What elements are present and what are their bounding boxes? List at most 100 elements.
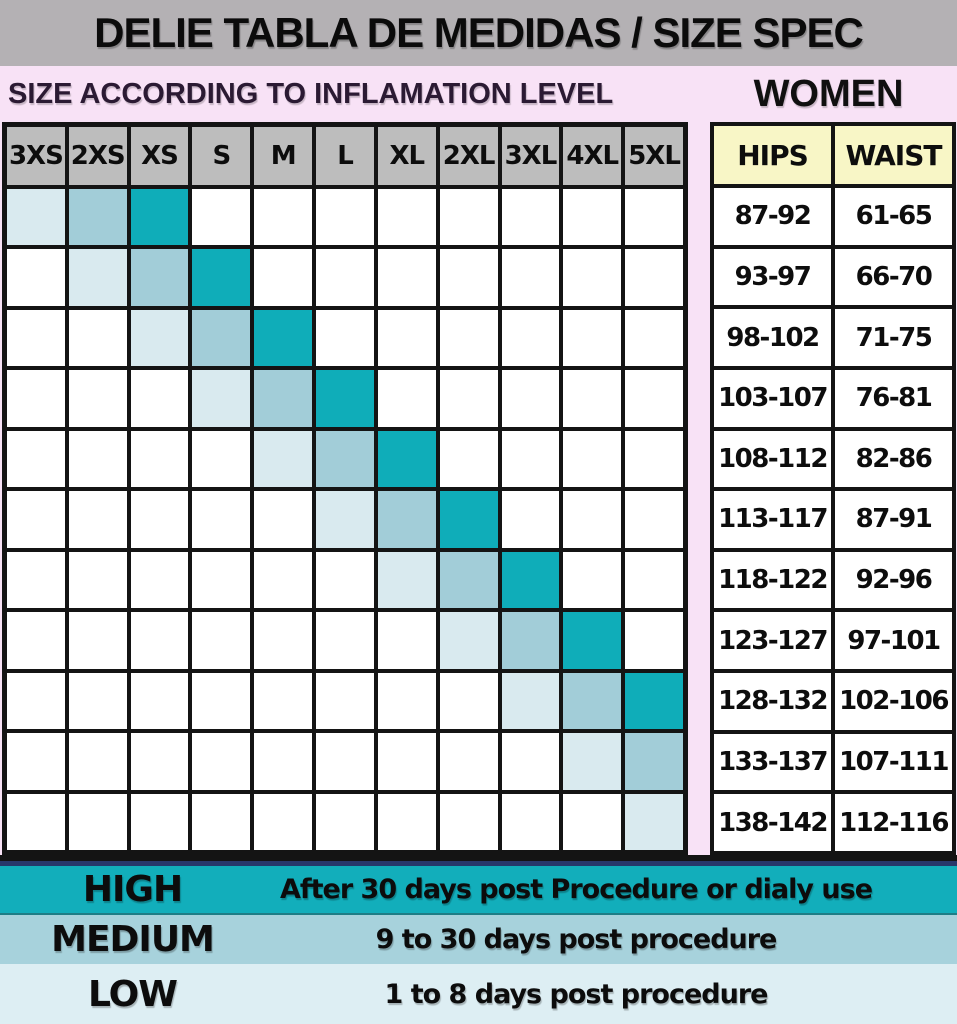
grid-cell (377, 370, 436, 427)
grid-cell (130, 309, 189, 367)
inflammation-subtitle: SIZE ACCORDING TO INFLAMATION LEVEL (8, 77, 614, 110)
grid-cell (563, 249, 622, 306)
grid-cell (563, 370, 622, 427)
hips-value: 128-132 (714, 673, 831, 730)
grid-cell (377, 551, 436, 609)
grid-cell (68, 491, 127, 548)
grid-cell (439, 551, 498, 609)
grid-cell (68, 309, 127, 367)
grid-cell (377, 309, 436, 367)
hips-value: 113-117 (714, 491, 831, 548)
grid-cell (254, 309, 313, 367)
grid-cell (625, 309, 683, 367)
subtitle-band: SIZE ACCORDING TO INFLAMATION LEVEL WOME… (0, 66, 957, 122)
legend-row-high: HIGH After 30 days post Procedure or dia… (0, 866, 957, 913)
grid-cell (563, 430, 622, 488)
grid-cell (377, 430, 436, 488)
grid-cell (192, 672, 251, 730)
waist-value: 61-65 (835, 188, 952, 245)
grid-cell (316, 309, 374, 367)
grid-cell (192, 430, 251, 488)
hips-value: 138-142 (714, 794, 831, 851)
grid-cell (316, 370, 374, 427)
grid-cell (316, 430, 374, 488)
waist-value: 107-111 (835, 733, 952, 791)
grid-cell (192, 491, 251, 548)
grid-cell (68, 672, 127, 730)
grid-cell (68, 249, 127, 306)
grid-cell (501, 672, 560, 730)
waist-value: 66-70 (835, 248, 952, 306)
legend-desc-medium: 9 to 30 days post procedure (375, 924, 778, 955)
title-band: DELIE TABLA DE MEDIDAS / SIZE SPEC (0, 0, 957, 66)
grid-cell (316, 793, 374, 850)
grid-cell (68, 612, 127, 669)
legend-label-high: HIGH (82, 869, 183, 910)
grid-cell (130, 612, 189, 669)
grid-cell (501, 249, 560, 306)
hips-value: 98-102 (714, 309, 831, 366)
size-level-grid: 3XS 2XS XS S M L XL 2XL 3XL 4XL 5XL (2, 122, 688, 855)
grid-cell (316, 189, 374, 246)
grid-cell (377, 793, 436, 850)
grid-cell (625, 189, 683, 246)
grid-cell (68, 430, 127, 488)
waist-column-header: WAIST (835, 126, 952, 184)
size-column-header-m: M (254, 127, 313, 185)
grid-cell (377, 612, 436, 669)
hips-value: 108-112 (714, 430, 831, 488)
legend-desc-low: 1 to 8 days post procedure (384, 978, 769, 1010)
grid-cell (501, 491, 560, 548)
grid-cell (254, 672, 313, 730)
grid-cell (130, 370, 189, 427)
grid-cell (68, 793, 127, 850)
grid-cell (501, 309, 560, 367)
grid-cell (130, 733, 189, 790)
size-column-header-l: L (316, 127, 374, 185)
grid-cell (501, 430, 560, 488)
grid-cell (192, 189, 251, 246)
size-column-header-3xs: 3XS (7, 127, 65, 185)
grid-cell (439, 249, 498, 306)
grid-cell (501, 370, 560, 427)
measurements-table: HIPS WAIST 87-92 61-65 93-97 66-70 98-102 71-75… (710, 122, 956, 855)
grid-cell (563, 551, 622, 609)
grid-cell (625, 430, 683, 488)
grid-cell (625, 672, 683, 730)
divider-black (0, 855, 957, 861)
grid-cell (7, 672, 65, 730)
waist-value: 112-116 (835, 794, 952, 851)
waist-value: 102-106 (835, 673, 952, 730)
size-column-header-4xl: 4XL (563, 127, 622, 185)
grid-cell (625, 733, 683, 790)
legend-row-medium: MEDIUM 9 to 30 days post procedure (0, 915, 957, 964)
grid-cell (439, 309, 498, 367)
grid-cell (316, 551, 374, 609)
grid-cell (316, 249, 374, 306)
grid-cell (501, 612, 560, 669)
hips-value: 123-127 (714, 612, 831, 670)
grid-cell (68, 189, 127, 246)
grid-cell (316, 672, 374, 730)
grid-cell (254, 249, 313, 306)
grid-cell (439, 672, 498, 730)
hips-value: 93-97 (714, 248, 831, 306)
grid-cell (377, 672, 436, 730)
grid-cell (254, 430, 313, 488)
grid-cell (254, 189, 313, 246)
grid-cell (501, 551, 560, 609)
hips-value: 118-122 (714, 551, 831, 609)
legend-row-low: LOW 1 to 8 days post procedure (0, 964, 957, 1024)
grid-cell (7, 430, 65, 488)
grid-cell (439, 370, 498, 427)
grid-cell (377, 249, 436, 306)
grid-cell (625, 491, 683, 548)
grid-cell (254, 793, 313, 850)
grid-cell (625, 551, 683, 609)
divider-thin (0, 913, 957, 915)
grid-cell (130, 672, 189, 730)
grid-cell (439, 430, 498, 488)
hips-column-header: HIPS (714, 126, 831, 184)
grid-cell (563, 189, 622, 246)
grid-cell (130, 491, 189, 548)
